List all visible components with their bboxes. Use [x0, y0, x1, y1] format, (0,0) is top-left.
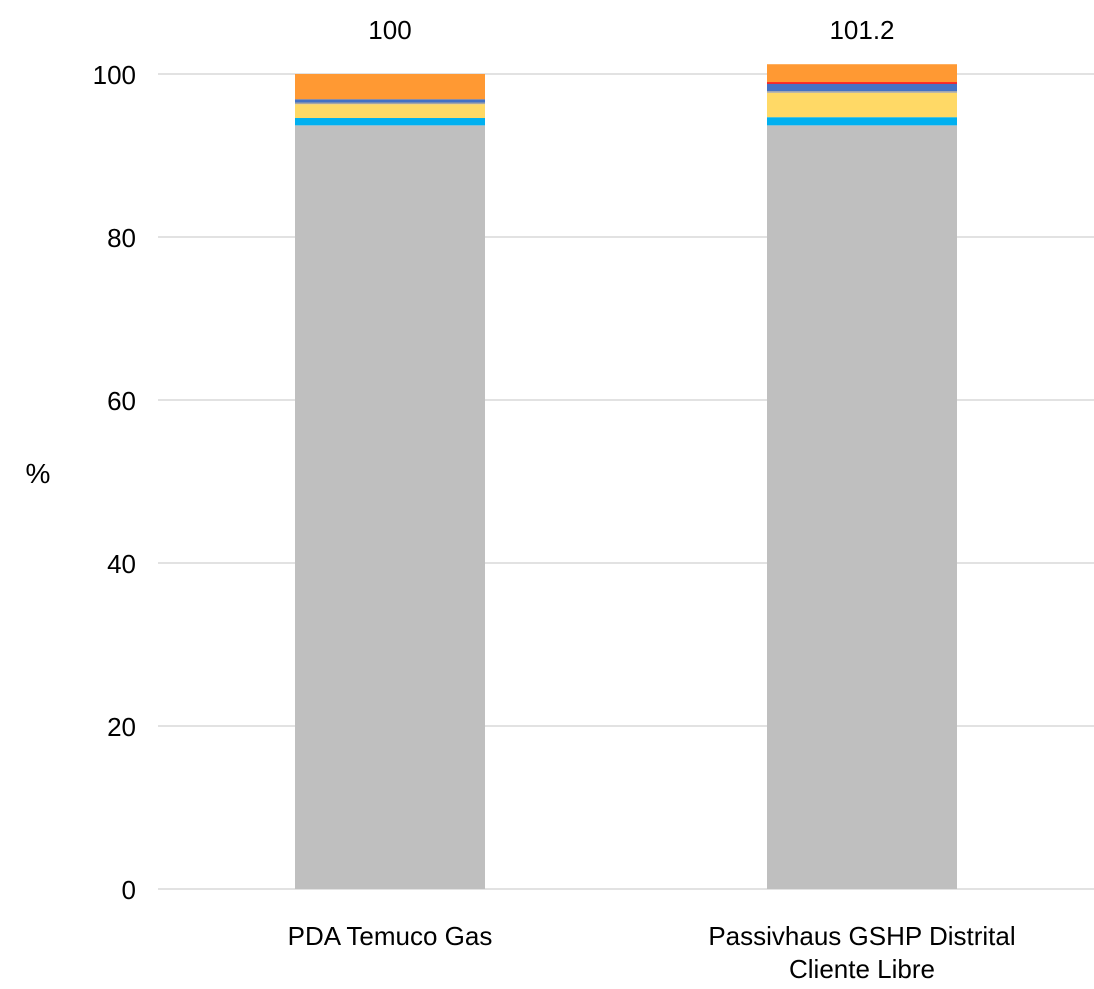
bar-segment-1-2 — [767, 92, 957, 118]
y-tick-label: 60 — [107, 386, 136, 416]
x-category-label: Cliente Libre — [789, 954, 935, 984]
bar-segment-1-4 — [767, 83, 957, 92]
bar-total-label: 101.2 — [829, 15, 894, 45]
bar-segment-0-0 — [295, 125, 485, 890]
bar-segment-1-5 — [767, 82, 957, 84]
bars — [295, 64, 957, 890]
y-tick-label: 100 — [93, 60, 136, 90]
x-category-label: Passivhaus GSHP Distrital — [708, 921, 1015, 951]
bar-segment-1-0 — [767, 125, 957, 890]
labels: % 0 20 40 60 80 100 100 PDA Temuco Gas 101.2 Pass… — [26, 15, 1016, 984]
y-tick-label: 20 — [107, 712, 136, 742]
bar-segment-0-2 — [295, 104, 485, 119]
y-tick-label: 40 — [107, 549, 136, 579]
bar-segment-1-6 — [767, 64, 957, 83]
y-axis-label: % — [26, 458, 51, 489]
bar-segment-1-1 — [767, 117, 957, 126]
x-category-label: PDA Temuco Gas — [288, 921, 493, 951]
bar-total-label: 100 — [368, 15, 411, 45]
y-tick-label: 0 — [122, 875, 136, 905]
bar-segment-0-6 — [295, 74, 485, 100]
bar-segment-0-4 — [295, 99, 485, 103]
y-tick-label: 80 — [107, 223, 136, 253]
bar-segment-0-3 — [295, 102, 485, 105]
bar-segment-0-1 — [295, 118, 485, 126]
bar-segment-1-3 — [767, 91, 957, 93]
